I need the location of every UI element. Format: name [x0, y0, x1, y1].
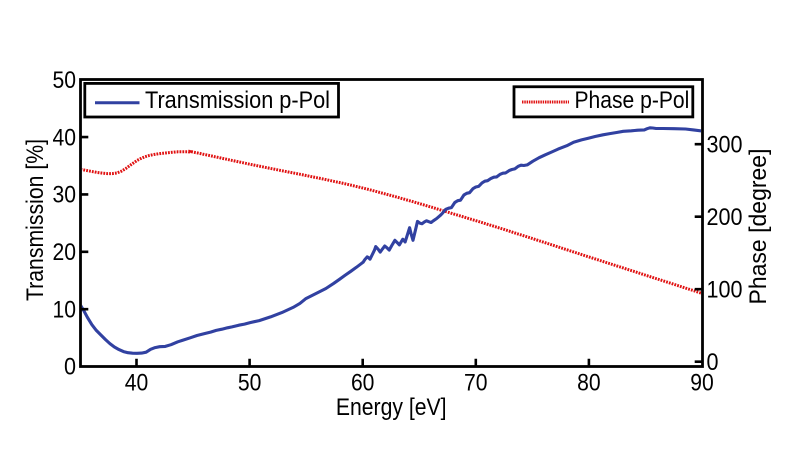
svg-text:40: 40	[125, 369, 149, 396]
svg-text:Phase [degree]: Phase [degree]	[745, 149, 772, 305]
svg-text:40: 40	[53, 124, 77, 151]
svg-text:0: 0	[707, 349, 719, 376]
svg-text:Transmission p-Pol: Transmission p-Pol	[145, 87, 330, 114]
svg-text:Energy [eV]: Energy [eV]	[336, 394, 447, 421]
svg-text:0: 0	[64, 354, 76, 381]
svg-text:60: 60	[351, 369, 375, 396]
svg-text:100: 100	[707, 276, 743, 303]
svg-text:300: 300	[707, 131, 743, 158]
svg-text:50: 50	[238, 369, 262, 396]
svg-text:50: 50	[53, 67, 77, 94]
svg-text:200: 200	[707, 204, 743, 231]
svg-text:Transmission [%]: Transmission [%]	[22, 139, 49, 301]
svg-text:90: 90	[690, 369, 714, 396]
svg-text:80: 80	[577, 369, 601, 396]
svg-text:10: 10	[53, 296, 77, 323]
svg-text:70: 70	[464, 369, 488, 396]
svg-text:30: 30	[53, 182, 77, 209]
svg-text:20: 20	[53, 239, 77, 266]
svg-text:Phase p-Pol: Phase p-Pol	[575, 87, 690, 114]
